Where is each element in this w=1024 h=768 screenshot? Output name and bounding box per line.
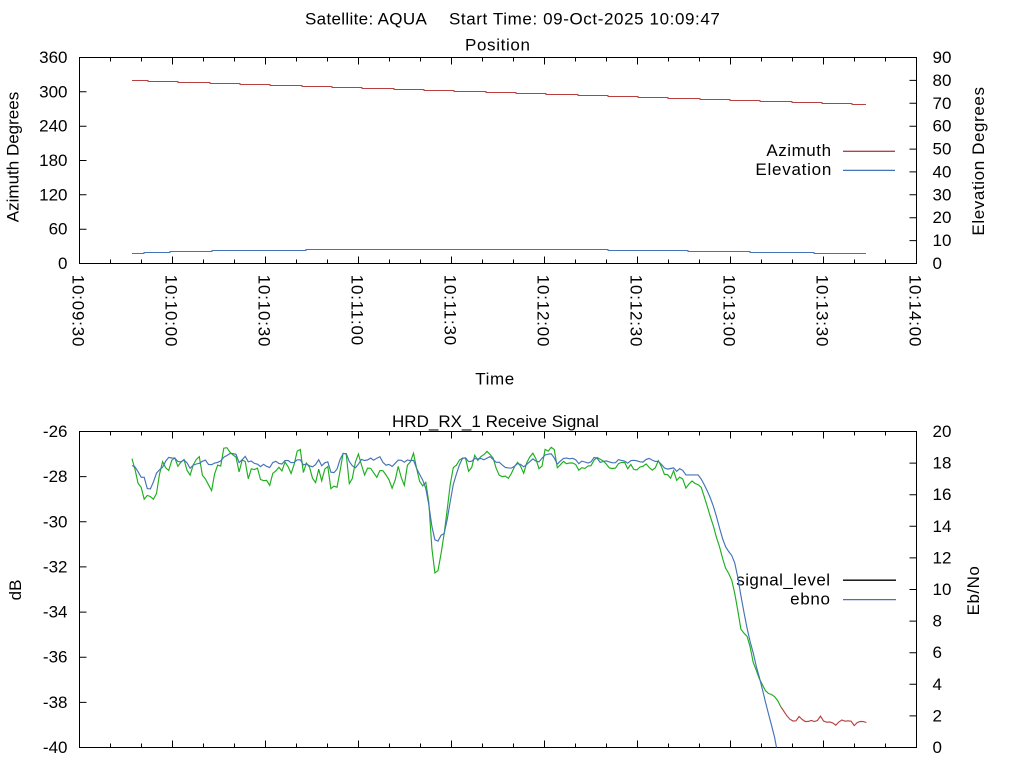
svg-text:-32: -32 [43,557,68,576]
svg-text:40: 40 [933,162,952,181]
svg-text:0: 0 [933,738,942,757]
svg-text:10:10:00: 10:10:00 [161,275,180,348]
svg-text:Eb/No: Eb/No [964,566,983,616]
svg-text:Start Time: 09-Oct-2025 10:09:: Start Time: 09-Oct-2025 10:09:47 [449,10,721,29]
svg-text:20: 20 [933,422,952,441]
svg-text:30: 30 [933,185,952,204]
svg-text:-26: -26 [43,422,68,441]
svg-text:4: 4 [933,675,942,694]
svg-text:10:10:30: 10:10:30 [254,275,273,348]
svg-text:-36: -36 [43,648,68,667]
svg-text:0: 0 [933,254,942,273]
svg-text:10:13:30: 10:13:30 [812,275,831,348]
svg-text:10:12:00: 10:12:00 [533,275,552,348]
svg-text:-34: -34 [43,603,68,622]
svg-text:10:11:00: 10:11:00 [347,275,366,346]
svg-text:-30: -30 [43,512,68,531]
svg-text:12: 12 [933,548,952,567]
svg-text:90: 90 [933,48,952,67]
svg-text:20: 20 [933,208,952,227]
svg-text:signal_level: signal_level [736,571,830,590]
svg-text:Satellite: AQUA: Satellite: AQUA [305,10,427,29]
svg-text:ebno: ebno [790,590,831,609]
svg-text:16: 16 [933,485,952,504]
svg-text:80: 80 [933,71,952,90]
svg-text:10: 10 [933,231,952,250]
svg-text:70: 70 [933,94,952,113]
svg-text:Time: Time [475,370,515,389]
svg-text:6: 6 [933,643,942,662]
svg-text:0: 0 [58,254,67,273]
svg-text:HRD_RX_1 Receive Signal: HRD_RX_1 Receive Signal [392,412,599,431]
svg-text:-28: -28 [43,467,68,486]
svg-text:Azimuth: Azimuth [766,141,831,160]
svg-text:240: 240 [39,117,67,136]
svg-text:Position: Position [465,36,531,55]
svg-text:10:14:00: 10:14:00 [905,275,924,348]
svg-text:8: 8 [933,612,942,631]
svg-text:Azimuth Degrees: Azimuth Degrees [4,92,23,222]
svg-text:60: 60 [933,117,952,136]
svg-text:10:13:00: 10:13:00 [719,275,738,348]
svg-text:-38: -38 [43,693,68,712]
svg-text:18: 18 [933,454,952,473]
svg-text:10:12:30: 10:12:30 [626,275,645,348]
svg-text:300: 300 [39,82,67,101]
svg-text:180: 180 [39,151,67,170]
svg-text:14: 14 [933,517,952,536]
svg-text:dB: dB [6,580,25,601]
svg-text:Elevation Degrees: Elevation Degrees [969,86,988,235]
svg-text:120: 120 [39,185,67,204]
svg-text:10: 10 [933,580,952,599]
svg-text:60: 60 [49,220,68,239]
svg-text:Elevation: Elevation [755,160,832,179]
svg-text:-40: -40 [43,738,68,757]
svg-text:10:09:30: 10:09:30 [68,275,87,348]
svg-text:360: 360 [39,48,67,67]
svg-text:10:11:30: 10:11:30 [440,275,459,346]
svg-text:2: 2 [933,706,942,725]
svg-text:50: 50 [933,140,952,159]
